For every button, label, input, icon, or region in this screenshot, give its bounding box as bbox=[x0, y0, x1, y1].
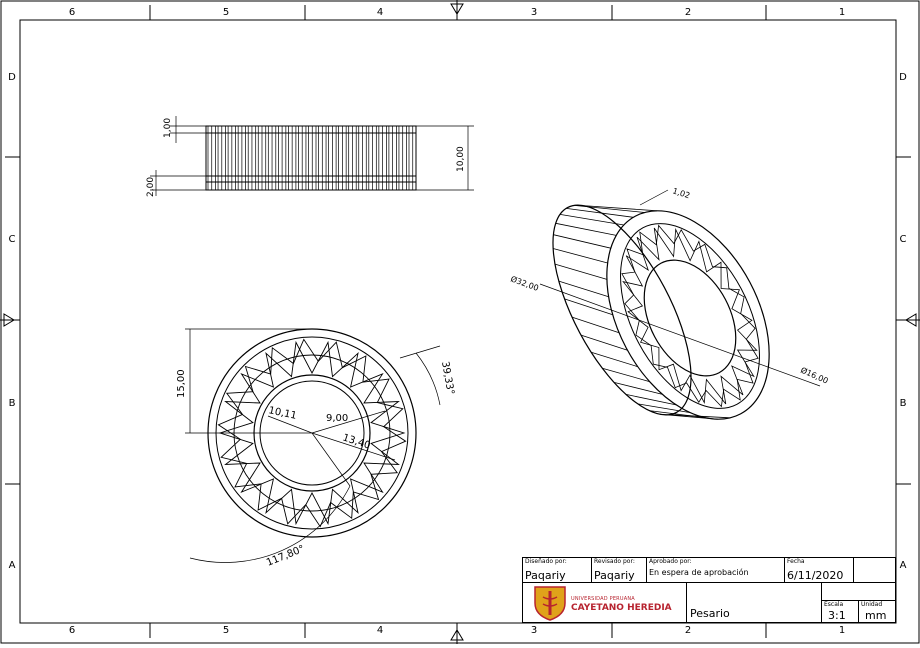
zone-right-C: C bbox=[900, 234, 907, 245]
university-shield-icon bbox=[534, 586, 566, 621]
dim-wall: 1,02 bbox=[671, 186, 691, 200]
zone-top-5: 5 bbox=[223, 7, 229, 18]
approved-by-label: Aprobado por: bbox=[649, 558, 692, 565]
dim-r1: 10,11 bbox=[267, 405, 297, 422]
zone-right-D: D bbox=[899, 72, 907, 83]
unit-value: mm bbox=[865, 609, 887, 622]
zone-top-4: 4 bbox=[377, 7, 383, 18]
dim-outer-radius: 15,00 bbox=[176, 369, 187, 398]
zone-top-3: 3 bbox=[531, 7, 537, 18]
approved-by-cell: Aprobado por: En espera de aprobación bbox=[646, 557, 785, 583]
logo-cell: UNIVERSIDAD PERUANA CAYETANO HEREDIA bbox=[522, 582, 687, 623]
side-view: 1,00 2,00 10,00 bbox=[146, 116, 474, 197]
reviewed-by-label: Revisado por: bbox=[594, 558, 635, 565]
logo-line2: CAYETANO HEREDIA bbox=[571, 603, 672, 613]
dim-outer-diameter: Ø32,00 bbox=[509, 273, 540, 292]
zone-left-A: A bbox=[9, 560, 16, 571]
logo-line1: UNIVERSIDAD PERUANA bbox=[571, 596, 635, 602]
dim-inner-diameter: Ø16,00 bbox=[799, 365, 830, 386]
zone-top-1: 1 bbox=[839, 7, 845, 18]
scale-value: 3:1 bbox=[828, 609, 846, 622]
dim-angle-large: 117,80° bbox=[265, 544, 306, 569]
zone-right-B: B bbox=[900, 398, 907, 409]
date-cell: Fecha 6/11/2020 bbox=[784, 557, 854, 583]
zone-left-C: C bbox=[9, 234, 16, 245]
scale-label: Escala bbox=[824, 601, 844, 608]
dim-angle-small: 39,33° bbox=[439, 361, 456, 396]
zone-ticks bbox=[5, 5, 911, 638]
unit-label: Unidad bbox=[861, 601, 883, 608]
designed-by-cell: Diseñado por: Paqariy bbox=[522, 557, 592, 583]
dim-r2: 9,00 bbox=[326, 413, 348, 424]
dim-height: 10,00 bbox=[456, 146, 466, 172]
spare-cell bbox=[853, 557, 896, 583]
zone-bottom-4: 4 bbox=[377, 625, 383, 636]
zone-bottom-3: 3 bbox=[531, 625, 537, 636]
part-name-cell: Pesario bbox=[686, 582, 822, 623]
isometric-view: Ø32,00 Ø16,00 1,02 bbox=[509, 186, 830, 420]
reviewed-by-value: Paqariy bbox=[594, 569, 635, 582]
date-value: 6/11/2020 bbox=[787, 569, 844, 582]
part-name: Pesario bbox=[690, 607, 730, 620]
zone-bottom-2: 2 bbox=[685, 625, 691, 636]
dim-rim-bottom: 2,00 bbox=[146, 177, 156, 197]
dim-r3: 13,40 bbox=[341, 432, 372, 451]
scale-cell: Escala 3:1 bbox=[821, 600, 859, 623]
zone-left-D: D bbox=[8, 72, 16, 83]
inner-border bbox=[19, 19, 897, 624]
approved-by-value: En espera de aprobación bbox=[649, 568, 749, 577]
unit-cell: Unidad mm bbox=[858, 600, 896, 623]
zone-top-6: 6 bbox=[69, 7, 75, 18]
designed-by-value: Paqariy bbox=[525, 569, 566, 582]
zone-bottom-6: 6 bbox=[69, 625, 75, 636]
zone-left-B: B bbox=[9, 398, 16, 409]
top-view: 15,00 39,33° 10,11 9,00 13,40 117,80° bbox=[176, 328, 456, 569]
zone-bottom-1: 1 bbox=[839, 625, 845, 636]
dim-rim-top: 1,00 bbox=[163, 118, 173, 138]
date-label: Fecha bbox=[787, 558, 805, 565]
designed-by-label: Diseñado por: bbox=[525, 558, 567, 565]
upper-right-cell bbox=[821, 582, 896, 601]
zone-right-A: A bbox=[900, 560, 907, 571]
reviewed-by-cell: Revisado por: Paqariy bbox=[591, 557, 647, 583]
zone-bottom-5: 5 bbox=[223, 625, 229, 636]
zone-top-2: 2 bbox=[685, 7, 691, 18]
